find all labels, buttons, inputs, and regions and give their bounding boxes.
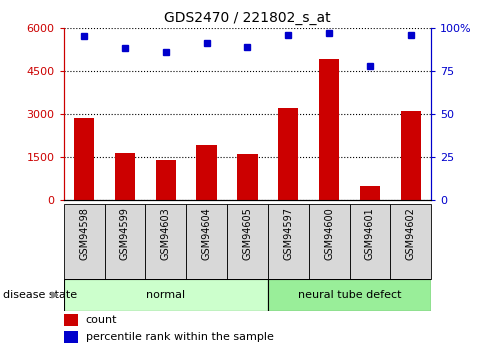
Bar (360, 186, 380, 200)
Text: percentile rank within the sample: percentile rank within the sample (86, 333, 273, 342)
Bar (146, 204, 186, 279)
Text: GSM94601: GSM94601 (365, 207, 375, 260)
Bar (104, 204, 146, 279)
Text: count: count (86, 315, 117, 325)
Bar (268, 204, 309, 279)
Bar (64, 204, 104, 279)
Text: GSM94599: GSM94599 (120, 207, 130, 260)
Text: GSM94598: GSM94598 (79, 207, 89, 260)
Bar (156, 160, 176, 200)
Bar (309, 204, 349, 279)
Bar (391, 204, 431, 279)
Bar (196, 146, 217, 200)
Text: disease state: disease state (3, 290, 77, 300)
Text: GSM94604: GSM94604 (201, 207, 212, 260)
Title: GDS2470 / 221802_s_at: GDS2470 / 221802_s_at (164, 11, 331, 25)
Text: GSM94603: GSM94603 (161, 207, 171, 260)
Bar (227, 204, 268, 279)
Text: GSM94600: GSM94600 (324, 207, 334, 260)
Bar (278, 108, 298, 200)
Bar (319, 59, 339, 200)
Text: neural tube defect: neural tube defect (298, 290, 401, 300)
Text: GSM94605: GSM94605 (243, 207, 252, 260)
Text: normal: normal (146, 290, 185, 300)
Text: GSM94597: GSM94597 (283, 207, 294, 260)
Bar (64, 279, 268, 311)
Bar (64, 331, 78, 343)
Bar (74, 118, 94, 200)
Bar (349, 204, 391, 279)
Text: GSM94602: GSM94602 (406, 207, 416, 260)
Bar (268, 279, 431, 311)
Bar (401, 111, 421, 200)
Bar (64, 314, 78, 326)
Bar (186, 204, 227, 279)
Bar (237, 154, 258, 200)
Bar (115, 152, 135, 200)
